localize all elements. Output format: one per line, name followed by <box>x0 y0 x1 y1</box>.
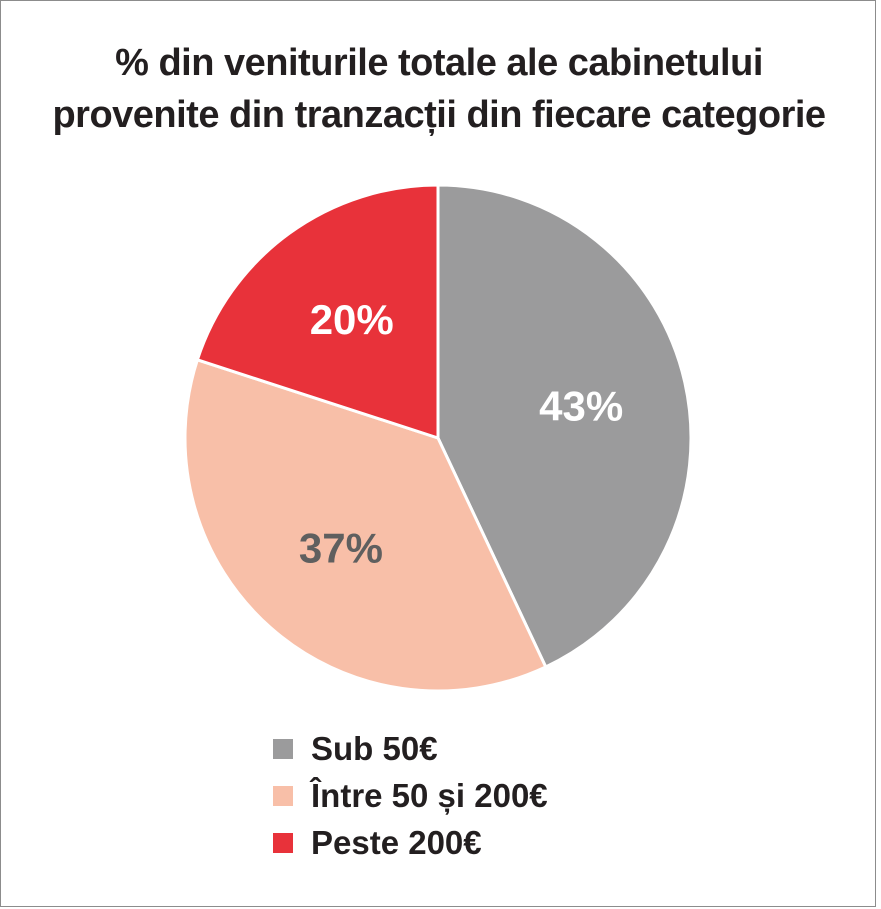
chart-title: % din veniturile totale ale cabinetului … <box>1 37 877 141</box>
pie-slice-sub-50 <box>436 183 693 669</box>
legend-swatch-sub-50 <box>273 738 293 759</box>
pie-slice-peste-200 <box>195 183 440 440</box>
legend-item-sub-50: Sub 50€ <box>273 725 548 772</box>
legend-label-sub-50: Sub 50€ <box>311 729 438 767</box>
pie-chart: 43% 37% 20% <box>183 183 693 693</box>
legend-swatch-intre-50-200 <box>273 785 293 806</box>
legend-swatch-peste-200 <box>273 832 293 853</box>
chart-title-line-1: % din veniturile totale ale cabinetului <box>115 42 763 84</box>
pie-label-intre-50-200: 37% <box>299 525 383 572</box>
pie-label-peste-200: 20% <box>310 296 394 343</box>
legend-item-peste-200: Peste 200€ <box>273 819 548 866</box>
legend-label-peste-200: Peste 200€ <box>311 823 482 861</box>
chart-legend: Sub 50€ Între 50 și 200€ Peste 200€ <box>273 725 548 866</box>
legend-item-intre-50-200: Între 50 și 200€ <box>273 772 548 819</box>
pie-label-sub-50: 43% <box>539 382 623 429</box>
pie-slice-intre-50-200 <box>183 358 548 693</box>
legend-label-intre-50-200: Între 50 și 200€ <box>311 776 548 814</box>
chart-title-line-2: provenite din tranzacții din fiecare cat… <box>52 94 826 136</box>
